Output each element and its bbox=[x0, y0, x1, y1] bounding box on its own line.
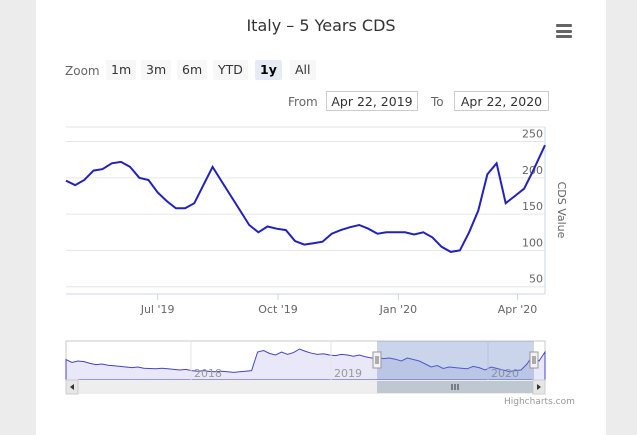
zoom-button-6m[interactable]: 6m bbox=[177, 60, 208, 80]
x-tick-label: Apr '20 bbox=[498, 303, 538, 316]
grip-icon bbox=[451, 384, 459, 390]
y-tick-label: 50 bbox=[529, 273, 543, 286]
navigator-handle-right[interactable] bbox=[529, 351, 539, 369]
navigator-series bbox=[65, 348, 546, 381]
y-tick-label: 150 bbox=[522, 200, 543, 213]
x-tick-label: Oct '19 bbox=[258, 303, 298, 316]
navigator-handle-left[interactable] bbox=[372, 351, 382, 369]
range-to-label: To bbox=[431, 95, 444, 109]
y-axis-title: CDS Value bbox=[555, 182, 568, 239]
x-axis: Jul '19 Oct '19 Jan '20 Apr '20 bbox=[140, 294, 538, 316]
zoom-button-1y[interactable]: 1y bbox=[255, 60, 282, 80]
range-from-label: From bbox=[288, 95, 318, 109]
range-to-input[interactable]: Apr 22, 2020 bbox=[454, 91, 549, 111]
zoom-button-all[interactable]: All bbox=[290, 60, 316, 80]
y-tick-label: 250 bbox=[522, 128, 543, 141]
x-tick-label: Jul '19 bbox=[140, 303, 175, 316]
chart-menu-button[interactable] bbox=[554, 22, 574, 40]
range-from-input[interactable]: Apr 22, 2019 bbox=[326, 91, 418, 111]
chart-title: Italy – 5 Years CDS bbox=[246, 16, 396, 35]
grid-lines bbox=[66, 126, 546, 295]
series-line bbox=[65, 144, 546, 253]
arrow-right-icon bbox=[537, 384, 541, 390]
zoom-button-ytd[interactable]: YTD bbox=[213, 60, 248, 80]
navigator-axis: 2018 2019 2020 bbox=[190, 341, 519, 380]
menu-icon-bar bbox=[556, 29, 572, 33]
navigator-tick-label: 2019 bbox=[334, 367, 362, 380]
menu-icon-bar bbox=[556, 35, 572, 38]
zoom-button-1m[interactable]: 1m bbox=[106, 60, 137, 80]
arrow-left-icon bbox=[70, 384, 74, 390]
navigator-tick-label: 2020 bbox=[491, 367, 519, 380]
menu-icon bbox=[556, 24, 572, 27]
zoom-label: Zoom bbox=[65, 64, 100, 78]
navigator-selection[interactable] bbox=[377, 341, 534, 380]
credits-link[interactable]: Highcharts.com bbox=[504, 397, 575, 407]
zoom-button-3m[interactable]: 3m bbox=[141, 60, 172, 80]
y-tick-label: 100 bbox=[522, 236, 543, 249]
navigator-tick-label: 2018 bbox=[194, 367, 222, 380]
x-tick-label: Jan '20 bbox=[379, 303, 417, 316]
